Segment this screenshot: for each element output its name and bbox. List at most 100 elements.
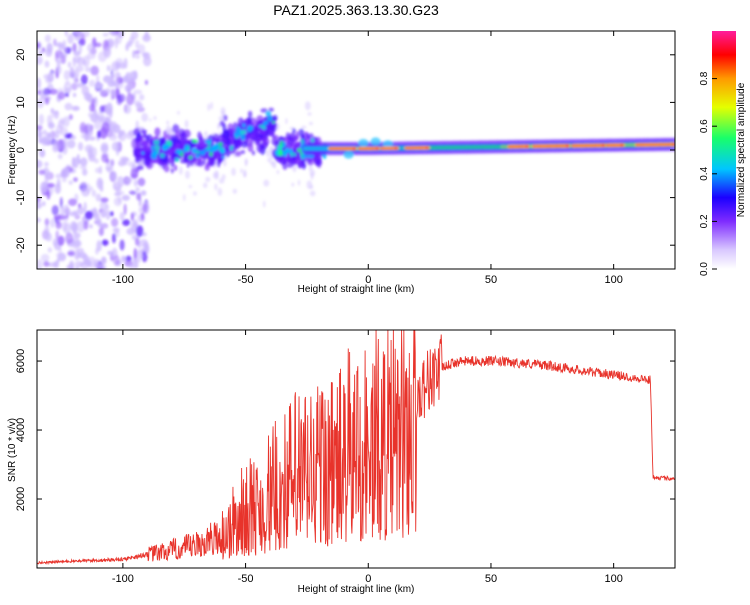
spectrogram-blob <box>37 97 45 109</box>
spectrogram-blob <box>142 56 152 67</box>
spectrogram-blob <box>316 158 322 169</box>
spectrogram-blob <box>122 75 128 83</box>
spectrogram-blob <box>283 152 287 157</box>
spectrogram-blob <box>282 161 288 170</box>
spectrogram-blob <box>46 190 51 200</box>
spectrogram-blob <box>38 113 45 125</box>
spectrogram-blob <box>57 91 66 100</box>
spectrogram-blob <box>142 143 150 148</box>
spectrogram-xtick-label: 100 <box>604 274 622 286</box>
spectrogram-blob <box>140 129 147 134</box>
spectrogram-blob <box>351 147 357 150</box>
spectrogram-blob <box>121 255 126 263</box>
spectrogram-blob <box>180 132 188 141</box>
spectrogram-blob <box>270 129 275 138</box>
spectrogram-blob <box>135 154 144 162</box>
spectrogram-blob <box>44 224 50 236</box>
spectrogram-blob <box>78 43 83 54</box>
spectrogram-blob <box>295 155 302 164</box>
spectrogram-blob <box>137 177 146 187</box>
spectrogram-blob <box>232 188 238 194</box>
spectrogram-blob <box>291 182 295 187</box>
spectrogram-blob <box>154 127 161 137</box>
colorbar-tick-label: 0.0 <box>699 262 710 276</box>
spectrogram-blob <box>80 133 90 139</box>
spectrogram-blob <box>135 186 140 193</box>
spectrogram-blob <box>274 140 279 145</box>
spectrogram-blob <box>132 261 139 269</box>
spectrogram-blob <box>301 125 307 129</box>
spectrogram-blob <box>309 190 316 197</box>
spectrogram-blob <box>189 161 194 166</box>
spectrogram-blob <box>61 220 68 232</box>
spectrogram-blob <box>179 158 187 164</box>
spectrogram-blob <box>118 130 125 137</box>
spectrogram-blob <box>139 94 145 101</box>
spectrogram-blob <box>88 123 92 135</box>
spectrogram-blob <box>73 249 80 261</box>
snr-xtick-label: 100 <box>604 573 622 585</box>
spectrogram-blob <box>55 221 62 230</box>
spectrogram-blob <box>141 151 145 155</box>
spectrogram-ytick-label: 0 <box>15 147 27 153</box>
spectrogram-blob <box>524 145 530 148</box>
spectrogram-blob <box>87 43 95 53</box>
spectrogram-blob <box>125 176 133 183</box>
spectrogram-blob <box>263 179 270 187</box>
spectrogram-blob <box>262 136 266 146</box>
spectrogram-blob <box>247 110 253 118</box>
spectrogram-blob <box>100 144 109 154</box>
spectrogram-blob <box>272 114 278 121</box>
spectrogram-blob <box>116 71 120 84</box>
spectrogram-blob <box>358 138 369 147</box>
spectrogram-blob <box>99 105 105 113</box>
spectrogram-blob <box>305 133 310 139</box>
spectrogram-blob <box>86 93 93 103</box>
spectrogram-blob <box>54 183 62 194</box>
spectrogram-blob <box>123 203 127 216</box>
spectrogram-blob <box>52 140 62 152</box>
snr-panel: -100 -50 0 50 100 2000 4000 6000 Height of stra… <box>7 329 676 595</box>
spectrogram-blob <box>57 214 67 220</box>
spectrogram-blob <box>37 77 42 90</box>
spectrogram-blob <box>118 160 126 167</box>
spectrogram-blob <box>242 169 247 178</box>
spectrogram-blob <box>94 262 102 269</box>
spectrogram-blob <box>75 82 85 88</box>
spectrogram-blob <box>149 118 152 122</box>
spectrogram-blob <box>233 136 241 145</box>
spectrogram-blob <box>38 169 46 175</box>
spectrogram-blob <box>89 224 93 229</box>
spectrogram-blob <box>306 180 313 190</box>
spectrogram-blob <box>262 200 266 208</box>
spectrogram-blob <box>109 123 115 133</box>
spectrogram-blob <box>115 34 122 45</box>
spectrogram-blob <box>174 157 180 163</box>
spectrogram-blob <box>44 136 52 146</box>
spectrogram-blob <box>207 103 211 112</box>
spectrogram-blob <box>105 108 112 116</box>
spectrogram-blob <box>37 130 43 139</box>
spectrogram-blob <box>37 159 43 169</box>
spectrogram-blob <box>247 143 254 153</box>
spectrogram-blob <box>73 177 78 182</box>
spectrogram-blob <box>97 110 105 122</box>
spectrogram-blob <box>138 206 143 214</box>
spectrogram-blob <box>80 261 89 269</box>
spectrogram-blob <box>91 189 97 197</box>
spectrogram-blob <box>278 136 286 142</box>
spectrogram-blob <box>66 139 76 149</box>
spectrogram-blob <box>37 89 41 95</box>
spectrogram-blob <box>564 144 570 148</box>
spectrogram-blob <box>41 201 46 207</box>
spectrogram-blob <box>144 153 152 164</box>
spectrogram-blob <box>244 158 248 166</box>
spectrogram-blob <box>289 152 293 157</box>
spectrogram-xtick-label: 0 <box>365 274 371 286</box>
spectrogram-blob <box>73 50 81 57</box>
spectrogram-blob <box>229 145 234 151</box>
spectrogram-blob <box>88 103 92 112</box>
spectrogram-blob <box>84 124 89 135</box>
spectrogram-blob <box>203 131 208 137</box>
spectrogram-blob <box>278 150 283 157</box>
